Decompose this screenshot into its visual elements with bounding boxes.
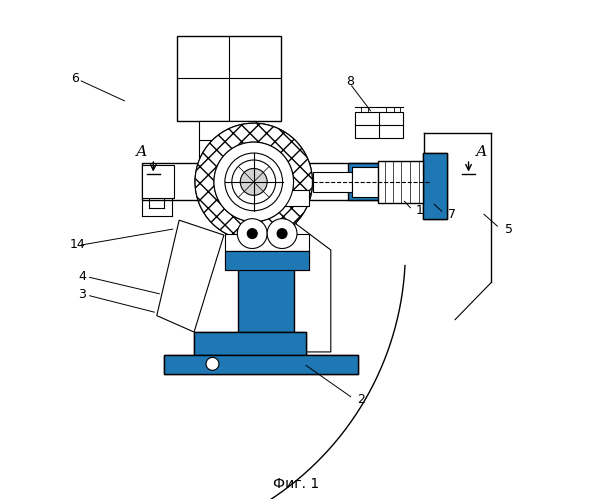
Circle shape	[206, 358, 219, 370]
Bar	[142, 166, 174, 198]
Bar	[194, 332, 306, 355]
Circle shape	[237, 218, 267, 248]
Text: 3: 3	[78, 288, 86, 301]
Text: А: А	[136, 144, 147, 158]
Polygon shape	[291, 220, 331, 352]
Bar	[197, 356, 229, 367]
Bar	[194, 332, 306, 355]
Bar	[199, 120, 256, 158]
Text: 14: 14	[70, 238, 85, 250]
Bar	[348, 163, 428, 200]
Bar	[226, 251, 309, 270]
Text: 7: 7	[448, 208, 456, 220]
Circle shape	[240, 168, 267, 196]
Bar	[423, 153, 446, 219]
Bar	[238, 198, 294, 332]
Bar	[164, 356, 358, 374]
Bar	[142, 163, 428, 200]
Bar	[223, 190, 309, 206]
Text: 6: 6	[71, 72, 79, 85]
Bar	[355, 112, 403, 138]
Text: 5: 5	[505, 222, 513, 235]
Circle shape	[267, 218, 297, 248]
Text: 4: 4	[78, 270, 86, 283]
Bar	[164, 356, 358, 374]
Wedge shape	[195, 123, 313, 240]
Bar	[194, 332, 306, 355]
Bar	[176, 36, 281, 120]
Bar	[352, 167, 378, 197]
Bar	[378, 161, 423, 203]
Polygon shape	[238, 220, 296, 330]
Text: А: А	[476, 144, 487, 158]
Circle shape	[232, 160, 276, 204]
Bar	[226, 251, 309, 270]
Bar	[313, 172, 352, 192]
Text: 8: 8	[346, 76, 354, 88]
Circle shape	[195, 123, 313, 240]
Text: 1: 1	[416, 204, 423, 216]
Polygon shape	[157, 220, 224, 332]
Text: Фиг. 1: Фиг. 1	[273, 476, 319, 490]
Circle shape	[277, 228, 287, 238]
Text: 2: 2	[356, 392, 365, 406]
Circle shape	[225, 153, 282, 210]
Bar	[164, 356, 358, 374]
Bar	[226, 234, 309, 251]
Bar	[348, 163, 428, 200]
Circle shape	[214, 142, 294, 222]
Bar	[238, 198, 294, 332]
Circle shape	[247, 228, 257, 238]
Bar	[423, 153, 446, 219]
